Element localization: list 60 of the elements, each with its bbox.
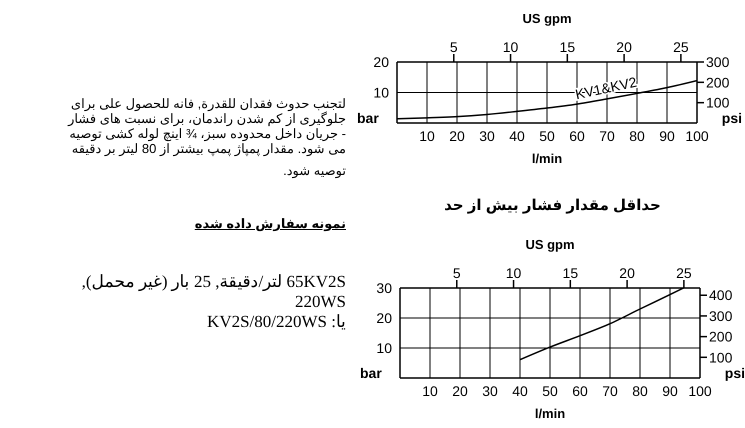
x-tick-label: 70 (602, 382, 618, 399)
x-tick-label: 80 (632, 382, 648, 399)
chart-title: حداقل مقدار فشار بیش از حد (443, 196, 662, 216)
x-tick-label: 80 (629, 128, 645, 144)
y2-tick-label: 300 (709, 308, 733, 324)
x2-axis-title: US gpm (522, 11, 572, 26)
text: یا: KV2S/80/220WS (206, 312, 346, 332)
x2-tick-label: 20 (616, 39, 632, 55)
y-axis-title: bar (360, 365, 382, 381)
x-tick-label: 10 (419, 128, 435, 144)
x-tick-label: 50 (539, 128, 555, 144)
y2-tick-label: 200 (709, 328, 733, 345)
y2-axis-title: psi (724, 365, 745, 381)
y2-tick-label: 100 (706, 94, 730, 111)
text: - جریان داخل محدوده سبز، ¾ اینچ لوله کشی توصیه (69, 126, 346, 141)
x-axis-title: l/min (532, 151, 562, 166)
x-tick-label: 70 (599, 128, 615, 144)
text: می شود. مقدار پمپاژ پمپ بیشتر از 80 لیتر بر دقیقه (72, 141, 346, 156)
x2-tick-label: 15 (562, 265, 578, 281)
x2-axis-title: US gpm (525, 237, 575, 252)
x2-tick-label: 25 (676, 265, 692, 281)
y2-tick-label: 300 (706, 54, 730, 70)
x2-tick-label: 15 (560, 39, 576, 55)
y2-tick-label: 200 (706, 74, 730, 90)
x-tick-label: 100 (685, 128, 709, 144)
x2-tick-label: 10 (506, 265, 522, 281)
x-tick-label: 60 (569, 128, 585, 144)
y-tick-label: 20 (376, 310, 392, 326)
x-tick-label: 20 (452, 382, 468, 399)
text: 65KV2S لتر/دقیقة, 25 بار (غیر محمل), (80, 272, 346, 292)
x-tick-label: 50 (542, 382, 558, 399)
y-tick-label: 10 (376, 340, 392, 356)
x-tick-label: 40 (512, 382, 528, 399)
x-tick-label: 10 (422, 382, 438, 399)
x-axis-title: l/min (534, 406, 566, 421)
y-tick-label: 10 (373, 84, 390, 100)
x2-tick-label: 5 (452, 265, 461, 281)
x-tick-label: 100 (688, 382, 712, 399)
x-tick-label: 30 (482, 382, 498, 399)
x-tick-label: 90 (662, 382, 678, 399)
y-axis-title: bar (357, 110, 380, 126)
text: 220WS (294, 292, 346, 312)
x-tick-label: 30 (479, 128, 495, 144)
text: جلوگیری از کم شدن راندمان، برای نسبت های فشار (66, 111, 346, 126)
x2-tick-label: 20 (619, 265, 636, 281)
x-tick-label: 20 (449, 128, 465, 144)
x-tick-label: 90 (659, 128, 675, 144)
y2-tick-label: 400 (709, 287, 733, 304)
x-tick-label: 60 (572, 382, 588, 399)
x-tick-label: 40 (509, 128, 525, 144)
y-tick-label: 30 (376, 280, 392, 296)
text: نمونه سفارش داده شده (194, 216, 346, 232)
y-tick-label: 20 (373, 54, 390, 70)
text: لتجنب حدوث فقدان للقدرة, فانه للحصول على برای (70, 96, 346, 111)
y2-tick-label: 100 (709, 349, 733, 366)
x2-tick-label: 25 (673, 39, 689, 55)
text: توصیه شود. (282, 162, 346, 180)
x2-tick-label: 5 (450, 39, 458, 55)
y2-axis-title: psi (722, 110, 742, 126)
x2-tick-label: 10 (502, 39, 519, 55)
